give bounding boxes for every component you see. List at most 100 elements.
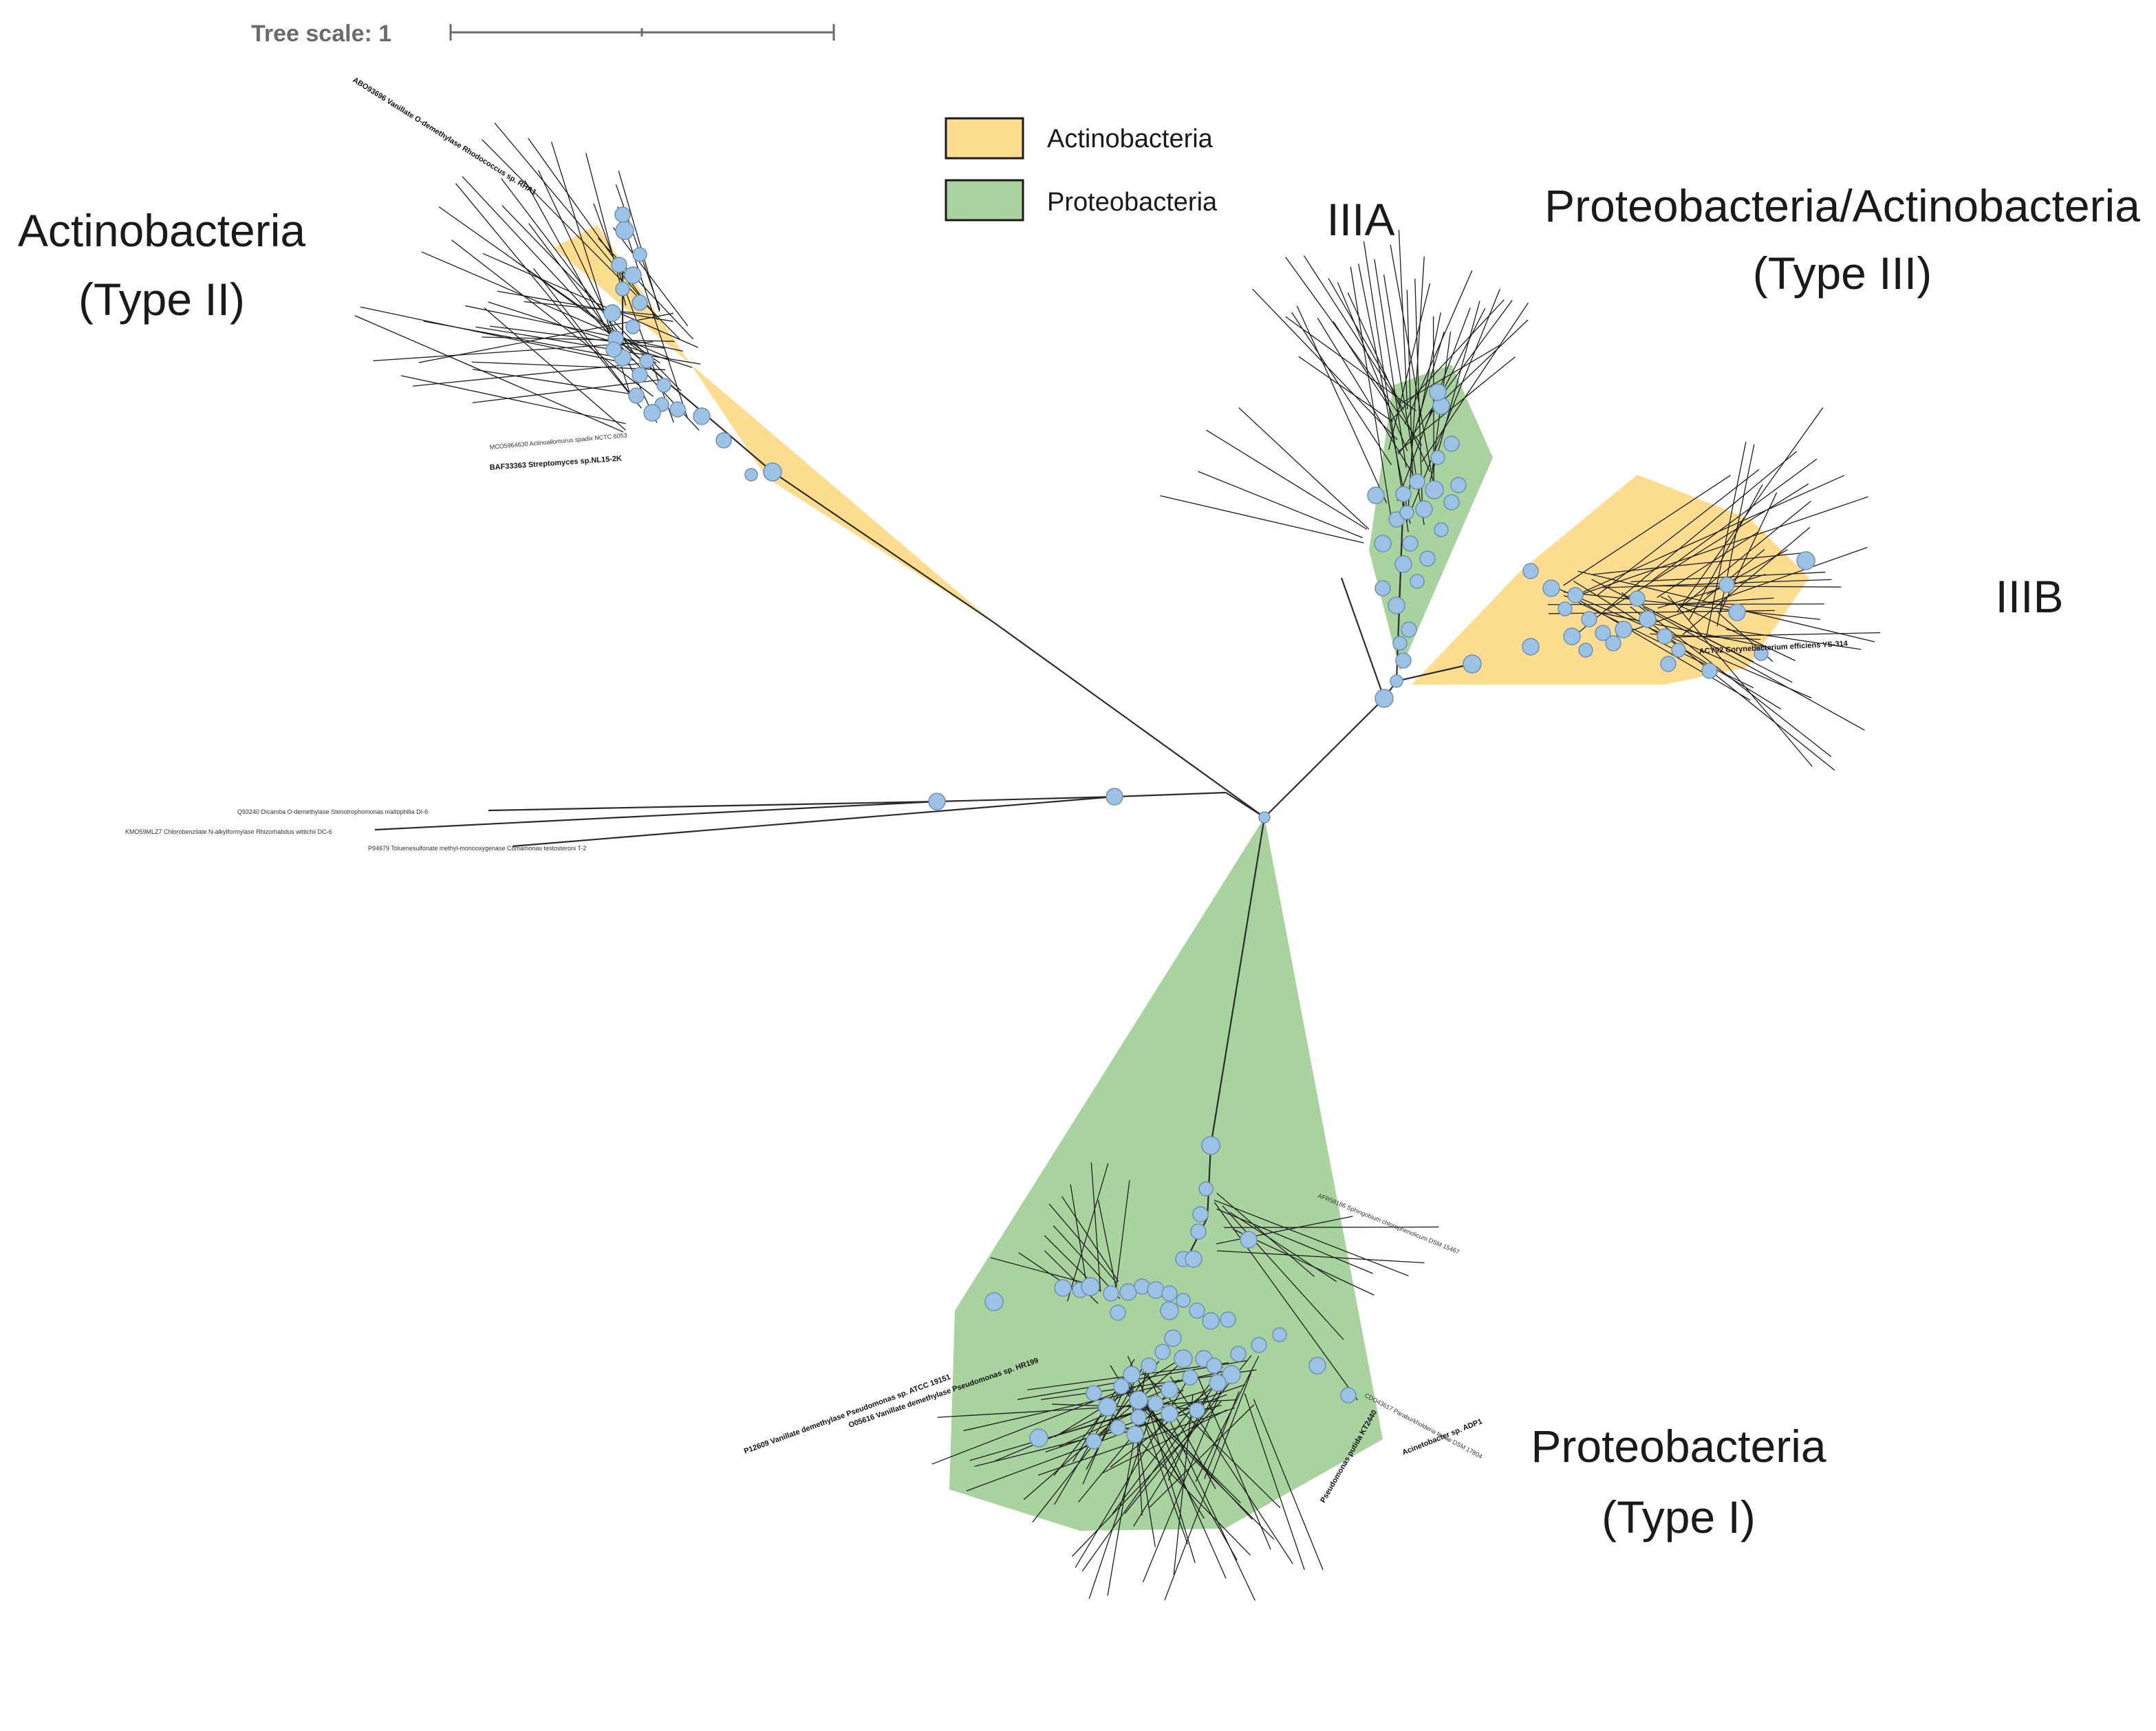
outgroup-tips: Q93240 Dicamba O-demethylase Stenotropho… xyxy=(125,808,586,852)
tree-branch xyxy=(1396,663,1473,682)
tree-branch xyxy=(1340,577,1386,699)
type1-clade-shade xyxy=(949,817,1383,1531)
tree-leaf xyxy=(1421,302,1529,462)
tree-leaf xyxy=(1214,1199,1409,1277)
tree-node xyxy=(1161,1381,1178,1399)
tip-label-type1-bold-2: P12609 Vanillate demethylase Pseudomonas… xyxy=(743,1373,951,1456)
tree-leaf xyxy=(1142,1387,1223,1582)
tree-leaf xyxy=(1652,458,1818,581)
tree-node xyxy=(1425,480,1444,499)
tree-leaf xyxy=(497,290,673,322)
tree-node xyxy=(1340,1387,1357,1404)
tree-node xyxy=(1395,486,1412,502)
tree-leaf xyxy=(1607,483,1809,610)
tree-node xyxy=(1126,1426,1144,1443)
tree-leaf xyxy=(360,306,629,365)
tree-node xyxy=(1522,563,1539,579)
tree-leaf xyxy=(1067,1163,1109,1302)
tree-leaf xyxy=(618,170,660,312)
tree-leaf xyxy=(1429,319,1529,414)
tree-node xyxy=(1402,535,1419,552)
tree-node xyxy=(1106,788,1123,806)
tree-leaf xyxy=(472,369,639,396)
main-branches xyxy=(772,471,1385,1146)
tree-leaf xyxy=(1716,444,1755,627)
tree-leaf xyxy=(1061,1196,1119,1282)
tree-node xyxy=(1409,473,1425,490)
legend-label-actinobacteria: Actinobacteria xyxy=(1047,125,1214,153)
tree-leaf xyxy=(1573,496,1868,598)
tree-leaf xyxy=(1557,588,1812,699)
tree-leaf xyxy=(1548,603,1824,605)
tree-node xyxy=(1220,1311,1236,1328)
tree-leaf xyxy=(1643,607,1865,731)
tree-leaf xyxy=(1291,312,1392,465)
tree-leaf xyxy=(1591,579,1793,683)
tree-leaf xyxy=(1222,1205,1344,1340)
tree-node xyxy=(1123,1366,1141,1384)
tree-leaf xyxy=(484,307,626,431)
tree-node xyxy=(1240,1231,1258,1249)
tree-leaf xyxy=(1657,574,1766,609)
clade-label-type2-line2: (Type II) xyxy=(78,274,245,325)
tree-node xyxy=(1388,596,1405,614)
tree-leaf xyxy=(937,1399,1236,1418)
tree-leaf xyxy=(1657,531,1759,598)
tree-leaf xyxy=(1023,1359,1185,1501)
tip-label-type2-named: MCO5964630 Actinoallomurus spadix NCTC 6… xyxy=(489,432,627,451)
tree-leaf xyxy=(1285,257,1423,446)
tree-leaf xyxy=(513,259,657,364)
tree-node xyxy=(603,304,621,322)
tree-node xyxy=(1201,1136,1220,1155)
tree-leaf xyxy=(482,336,675,342)
tree-leaf xyxy=(1680,500,1811,608)
clade-label-type1-line1: Proteobacteria xyxy=(1531,1421,1826,1472)
tree-node xyxy=(1434,522,1449,537)
tree-leaf xyxy=(1563,591,1820,621)
tree-leaf xyxy=(617,206,689,419)
tree-leaf xyxy=(1298,356,1393,422)
tree-leaf xyxy=(1567,593,1751,701)
tree-leaf xyxy=(1390,244,1434,487)
tree-leaf xyxy=(471,361,666,371)
tree-leaf xyxy=(1206,429,1368,530)
tree-scale: Tree scale: 1 xyxy=(251,21,835,47)
tree-leaf xyxy=(1160,495,1364,544)
tree-node xyxy=(611,257,627,273)
tree-leaf xyxy=(1401,345,1500,404)
subclade-label-IIIA: IIIA xyxy=(1326,194,1394,245)
tree-node xyxy=(1098,1397,1117,1417)
tree-leaf xyxy=(1143,1395,1238,1561)
tree-node xyxy=(928,793,946,810)
tree-leaf xyxy=(1660,596,1796,661)
tree-node xyxy=(1176,1293,1191,1308)
tree-leaf xyxy=(524,301,657,316)
tree-node xyxy=(1190,1223,1207,1240)
tree-node xyxy=(1522,638,1540,656)
tip-label-type2-bold-top: ABO93696 Vanillate O-demethylase Rhodoco… xyxy=(351,76,537,197)
clade-labels: Actinobacteria (Type II) Proteobacteria/… xyxy=(18,180,2140,1542)
tree-leaf xyxy=(400,375,626,424)
tree-leaf xyxy=(1164,1372,1252,1600)
tree-leaf xyxy=(524,180,621,353)
tree-node xyxy=(1147,1281,1165,1299)
tree-node xyxy=(1081,1277,1100,1296)
tree-leaf xyxy=(1563,475,1731,586)
tree-node xyxy=(639,354,654,369)
tree-leaf xyxy=(533,268,639,406)
tree-leaf xyxy=(1650,585,1842,588)
tree-leaf xyxy=(1719,492,1778,614)
tree-node xyxy=(1718,577,1735,593)
tree-node xyxy=(625,319,640,334)
tree-node xyxy=(1615,621,1632,638)
tree-node xyxy=(1161,1405,1178,1423)
tree-node xyxy=(1581,611,1597,627)
tree-node xyxy=(1394,555,1412,573)
tree-node xyxy=(1209,1374,1227,1392)
tree-node xyxy=(1657,628,1673,645)
tree-node xyxy=(1429,383,1447,401)
tree-node xyxy=(1198,1181,1214,1196)
tree-leaf xyxy=(1597,469,1760,596)
tree-node xyxy=(1443,494,1460,510)
tree-leaf xyxy=(488,301,693,368)
